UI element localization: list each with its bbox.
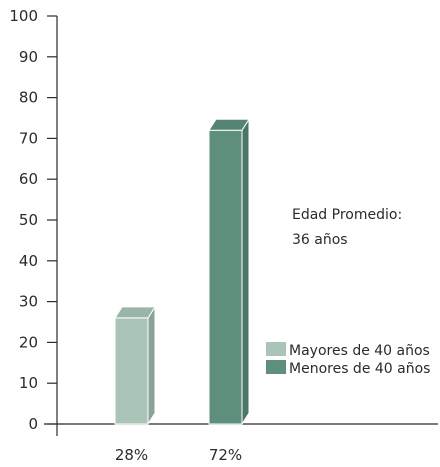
x-category-label: 72% bbox=[209, 446, 242, 464]
y-tick-label: 20 bbox=[19, 333, 38, 351]
bar-0 bbox=[114, 305, 156, 426]
bar-1 bbox=[208, 117, 250, 426]
annotation: Edad Promedio: 36 años bbox=[292, 207, 402, 248]
y-tick-label: 40 bbox=[19, 252, 38, 270]
legend-label-menores: Menores de 40 años bbox=[289, 361, 430, 377]
y-tick-label: 100 bbox=[9, 7, 38, 25]
bar-front bbox=[208, 129, 243, 425]
y-tick-label: 50 bbox=[19, 211, 38, 229]
legend-swatch-mayores bbox=[266, 342, 286, 356]
bar-top bbox=[114, 306, 156, 319]
y-tick-group: 0 10 20 30 40 50 60 70 80 90 100 bbox=[9, 7, 57, 433]
bar-front bbox=[114, 317, 149, 425]
bar-side bbox=[147, 305, 156, 426]
y-tick-label: 0 bbox=[28, 415, 38, 433]
y-tick-label: 60 bbox=[19, 170, 38, 188]
y-tick-label: 10 bbox=[19, 374, 38, 392]
y-tick-label: 80 bbox=[19, 89, 38, 107]
legend-label-mayores: Mayores de 40 años bbox=[289, 343, 430, 359]
category-labels: 28% 72% bbox=[115, 446, 242, 464]
legend-swatch-menores bbox=[266, 360, 286, 374]
bar-side bbox=[241, 117, 250, 426]
y-tick-label: 90 bbox=[19, 48, 38, 66]
y-tick-label: 70 bbox=[19, 129, 38, 147]
x-category-label: 28% bbox=[115, 446, 148, 464]
bars-group bbox=[114, 117, 250, 426]
legend: Mayores de 40 años Menores de 40 años bbox=[266, 342, 430, 377]
annotation-line-2: 36 años bbox=[292, 232, 348, 248]
y-tick-label: 30 bbox=[19, 293, 38, 311]
bar-top bbox=[208, 118, 250, 131]
annotation-line-1: Edad Promedio: bbox=[292, 207, 402, 223]
